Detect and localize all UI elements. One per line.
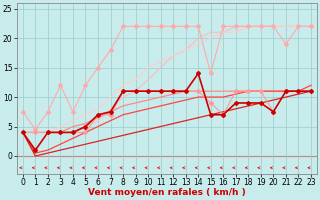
X-axis label: Vent moyen/en rafales ( km/h ): Vent moyen/en rafales ( km/h ) (88, 188, 246, 197)
